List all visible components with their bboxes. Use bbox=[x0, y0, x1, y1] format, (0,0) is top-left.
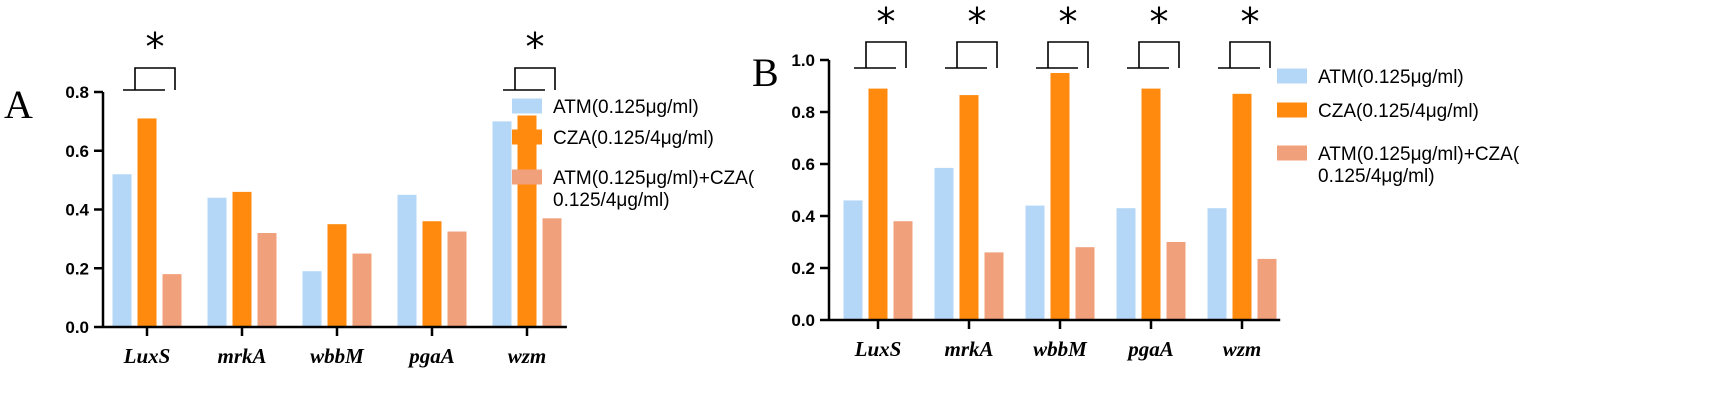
panel-b-chart: 0.0 0.2 0.4 0.6 0.8 1.0 LuxS mrkA wbbM pgaA wzm * * *… bbox=[791, 0, 1519, 361]
y-tick-label-a-4: 0.8 bbox=[65, 83, 89, 102]
x-tick-label-b-mrkA: mrkA bbox=[944, 337, 993, 361]
sig-bracket-b-wzm bbox=[1229, 41, 1271, 68]
x-tick-label-b-LuxS: LuxS bbox=[854, 337, 902, 361]
x-tick-label-a-pgaA: pgaA bbox=[407, 344, 455, 368]
legend-swatch-a-combo bbox=[512, 169, 542, 185]
y-tick-label-b-3: 0.6 bbox=[791, 155, 815, 174]
bar-b-cza-pgaA bbox=[1141, 88, 1161, 320]
legend-swatch-b-combo bbox=[1277, 145, 1307, 161]
x-tick-label-a-mrkA: mrkA bbox=[217, 344, 266, 368]
bar-b-combo-LuxS bbox=[893, 221, 913, 320]
bar-b-combo-pgaA bbox=[1166, 242, 1186, 320]
x-tick-label-a-wbbM: wbbM bbox=[310, 344, 365, 368]
bar-b-cza-mrkA bbox=[959, 95, 979, 320]
x-tick-label-b-wbbM: wbbM bbox=[1033, 337, 1088, 361]
bar-a-cza-wbbM bbox=[327, 224, 347, 327]
bar-a-atm-mrkA bbox=[207, 197, 227, 327]
sig-star-b-wzm: * bbox=[1241, 0, 1260, 44]
bar-a-combo-mrkA bbox=[257, 233, 277, 327]
bar-b-cza-LuxS bbox=[868, 88, 888, 320]
legend-label-b-combo-1: 0.125/4μg/ml) bbox=[1318, 166, 1435, 187]
bar-b-cza-wzm bbox=[1232, 93, 1252, 320]
legend-label-a-cza-0: CZA(0.125/4μg/ml) bbox=[553, 128, 714, 149]
sig-star-b-LuxS: * bbox=[877, 0, 896, 44]
x-tick-label-a-LuxS: LuxS bbox=[123, 344, 171, 368]
sig-star-b-pgaA: * bbox=[1150, 0, 1169, 44]
sig-bracket-a-wzm bbox=[514, 67, 556, 90]
sig-bracket-b-LuxS bbox=[865, 41, 907, 68]
bar-b-combo-mrkA bbox=[984, 252, 1004, 320]
sig-bracket-b-mrkA bbox=[956, 41, 998, 68]
sig-star-a-wzm: * bbox=[526, 25, 545, 69]
legend-swatch-b-atm bbox=[1277, 68, 1307, 84]
legend-swatch-a-cza bbox=[512, 129, 542, 145]
y-tick-label-b-2: 0.4 bbox=[791, 207, 815, 226]
x-tick-label-b-wzm: wzm bbox=[1223, 337, 1262, 361]
y-tick-label-a-1: 0.2 bbox=[65, 259, 89, 278]
bar-b-atm-LuxS bbox=[843, 200, 863, 320]
bar-a-combo-wbbM bbox=[352, 253, 372, 327]
legend-label-a-combo-0: ATM(0.125μg/ml)+CZA( bbox=[553, 168, 755, 189]
bar-a-cza-LuxS bbox=[137, 118, 157, 327]
y-tick-label-a-3: 0.6 bbox=[65, 142, 89, 161]
bar-a-atm-LuxS bbox=[112, 174, 132, 327]
sig-bracket-a-LuxS bbox=[134, 67, 176, 90]
x-tick-label-a-wzm: wzm bbox=[508, 344, 547, 368]
bar-a-cza-wzm bbox=[517, 115, 537, 327]
sig-bracket-b-pgaA bbox=[1138, 41, 1180, 68]
legend-swatch-b-cza bbox=[1277, 102, 1307, 118]
y-tick-label-b-0: 0.0 bbox=[791, 311, 815, 330]
legend-label-a-combo-1: 0.125/4μg/ml) bbox=[553, 190, 670, 211]
bar-b-cza-wbbM bbox=[1050, 73, 1070, 320]
bar-a-cza-mrkA bbox=[232, 191, 252, 327]
bar-b-combo-wzm bbox=[1257, 258, 1277, 320]
y-tick-label-a-2: 0.4 bbox=[65, 201, 89, 220]
panel-a-letter: A bbox=[4, 82, 33, 127]
legend-label-a-atm-0: ATM(0.125μg/ml) bbox=[553, 97, 699, 118]
x-tick-label-b-pgaA: pgaA bbox=[1126, 337, 1174, 361]
y-tick-label-a-0: 0.0 bbox=[65, 318, 89, 337]
bar-a-combo-pgaA bbox=[447, 231, 467, 327]
bar-a-combo-wzm bbox=[542, 218, 562, 327]
bar-a-atm-pgaA bbox=[397, 194, 417, 327]
sig-star-a-LuxS: * bbox=[146, 25, 165, 69]
bar-b-atm-pgaA bbox=[1116, 208, 1136, 320]
y-tick-label-b-4: 0.8 bbox=[791, 103, 815, 122]
bar-b-atm-wbbM bbox=[1025, 205, 1045, 320]
y-tick-label-b-5: 1.0 bbox=[791, 51, 815, 70]
bar-a-combo-LuxS bbox=[162, 274, 182, 327]
bar-b-combo-wbbM bbox=[1075, 247, 1095, 320]
bar-b-atm-wzm bbox=[1207, 208, 1227, 320]
legend-label-b-cza-0: CZA(0.125/4μg/ml) bbox=[1318, 101, 1479, 122]
panel-b-letter: B bbox=[752, 50, 779, 95]
sig-star-b-wbbM: * bbox=[1059, 0, 1078, 44]
legend-label-b-atm-0: ATM(0.125μg/ml) bbox=[1318, 67, 1464, 88]
sig-bracket-b-wbbM bbox=[1047, 41, 1089, 68]
bar-a-atm-wbbM bbox=[302, 271, 322, 327]
bar-b-atm-mrkA bbox=[934, 167, 954, 320]
bar-a-atm-wzm bbox=[492, 121, 512, 327]
y-tick-label-b-1: 0.2 bbox=[791, 259, 815, 278]
bar-a-cza-pgaA bbox=[422, 221, 442, 327]
legend-swatch-a-atm bbox=[512, 98, 542, 114]
sig-star-b-mrkA: * bbox=[968, 0, 987, 44]
legend-label-b-combo-0: ATM(0.125μg/ml)+CZA( bbox=[1318, 144, 1520, 165]
panel-a-chart: 0.0 0.2 0.4 0.6 0.8 LuxS mrkA wbbM pgaA wzm * * ATM(… bbox=[65, 25, 754, 368]
